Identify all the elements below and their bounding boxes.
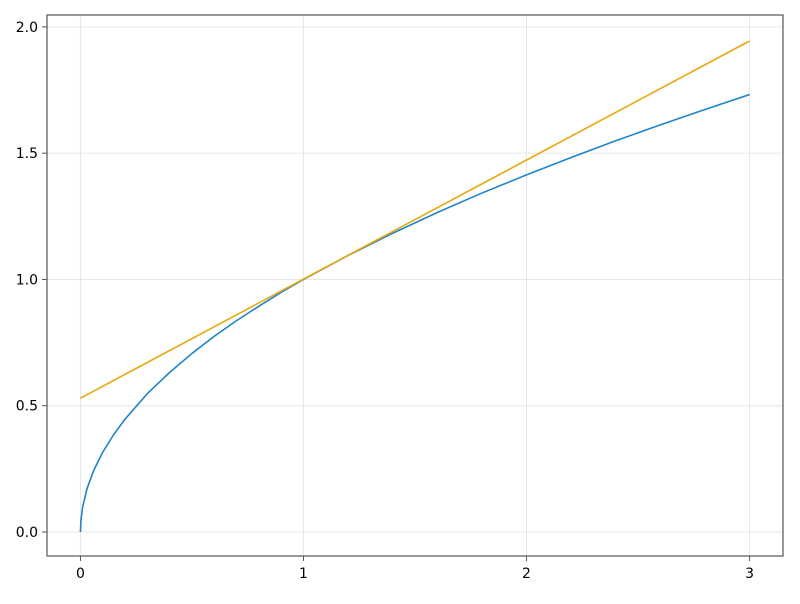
x-tick-label: 1 <box>299 566 308 582</box>
series-line-0 <box>79 93 750 533</box>
x-tick-label: 2 <box>522 566 531 582</box>
y-tick-label: 0.0 <box>16 525 38 541</box>
ticks: 0 1 2 3 0.0 0.5 1.0 1.5 2.0 <box>16 20 754 582</box>
series-line-1 <box>80 40 750 399</box>
grid <box>47 15 783 556</box>
y-tick-label: 1.0 <box>16 272 38 288</box>
x-tick-label: 3 <box>745 566 754 582</box>
y-tick-label: 2.0 <box>16 20 38 36</box>
x-tick-label: 0 <box>76 566 85 582</box>
y-tick-label: 1.5 <box>16 146 38 162</box>
y-tick-label: 0.5 <box>16 399 38 415</box>
axes-frame <box>46 14 784 557</box>
series-group <box>79 40 750 533</box>
